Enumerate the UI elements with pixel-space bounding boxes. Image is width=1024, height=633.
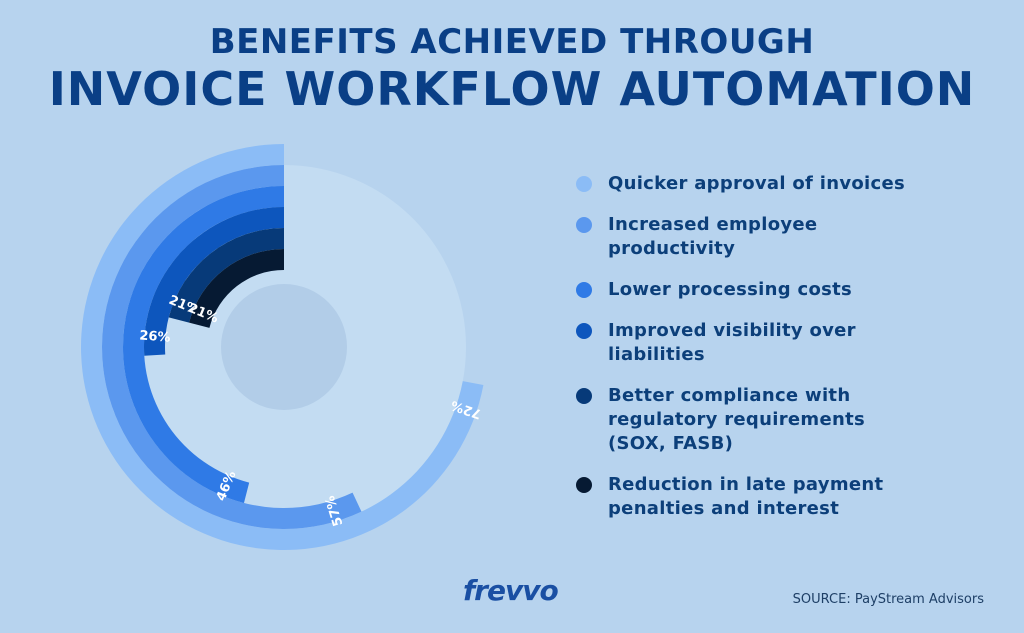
legend-item: Quicker approval of invoices [576,172,996,196]
legend-label: Lower processing costs [608,279,853,300]
legend-item: Increased employee productivity [576,213,996,261]
legend-swatch [576,477,592,493]
bar-4 [144,207,284,356]
legend-item: Improved visibility over liabilities [576,319,996,367]
legend-label: Improved visibility over [608,320,856,341]
legend-item: Lower processing costs [576,278,996,302]
legend-item: Reduction in late payment penalties and i… [576,473,996,521]
legend-swatch [576,282,592,298]
legend-swatch [576,388,592,404]
chart-center [221,284,347,410]
legend-label: liabilities [608,344,705,365]
legend-swatch [576,176,592,192]
frevvo-logo: frevvo [463,574,559,607]
legend-swatch [576,217,592,233]
data-label: 26% [139,328,171,345]
legend-label: Better compliance with [608,385,851,406]
legend-label: Increased employee [608,214,818,235]
bar-6 [189,249,284,328]
bar-3 [122,186,284,503]
legend-label: productivity [608,238,736,259]
legend-label: Quicker approval of invoices [608,173,905,194]
legend-swatch [576,323,592,339]
legend-label: Reduction in late payment [608,474,884,495]
title-line-2: INVOICE WORKFLOW AUTOMATION [48,62,976,116]
legend-label: (SOX, FASB) [608,433,734,454]
bar-5 [168,228,284,323]
legend-item: Better compliance with regulatory require… [576,384,996,456]
title-line-1: BENEFITS ACHIEVED THROUGH [209,22,815,62]
legend: Quicker approval of invoices Increased em… [576,172,996,538]
legend-label: penalties and interest [608,498,840,519]
title: BENEFITS ACHIEVED THROUGH INVOICE WORKFL… [0,22,1024,116]
legend-label: regulatory requirements [608,409,865,430]
source-note: SOURCE: PayStream Advisors [792,592,984,607]
